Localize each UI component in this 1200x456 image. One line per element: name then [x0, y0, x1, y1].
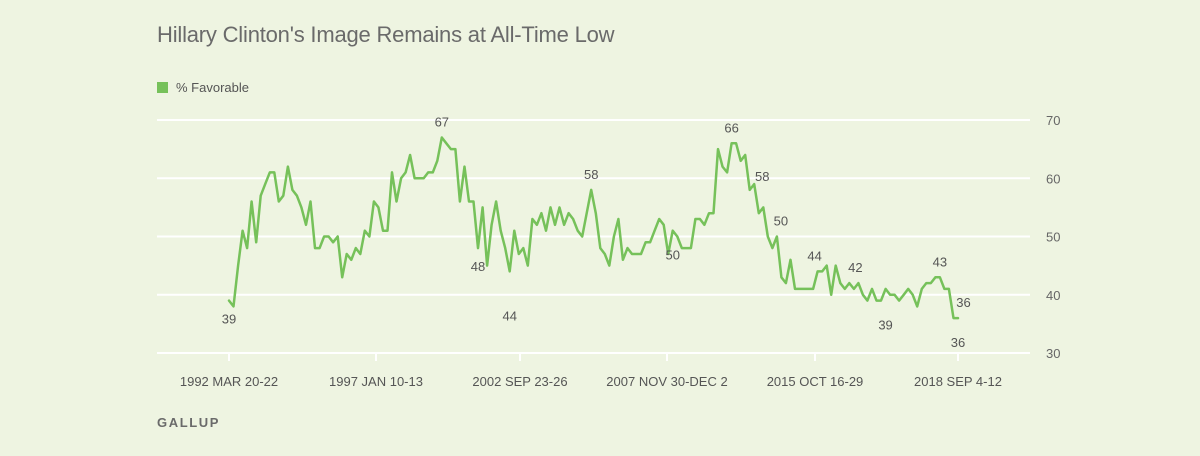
data-label: 42	[848, 260, 862, 275]
data-label: 50	[774, 214, 788, 229]
data-label: 50	[666, 248, 680, 263]
y-tick-label: 50	[1046, 230, 1060, 245]
x-tick-label: 2018 SEP 4-12	[914, 374, 1002, 389]
data-label: 36	[951, 335, 965, 350]
y-tick-label: 30	[1046, 346, 1060, 361]
data-label: 58	[584, 167, 598, 182]
data-label: 66	[724, 120, 738, 135]
series-lines	[227, 136, 960, 320]
data-label: 48	[471, 259, 485, 274]
source-logo: GALLUP	[157, 415, 221, 430]
data-label: 67	[435, 114, 449, 129]
chart-title: Hillary Clinton's Image Remains at All-T…	[157, 22, 615, 47]
data-label: 44	[807, 248, 821, 263]
data-label: 39	[878, 318, 892, 333]
y-tick-label: 60	[1046, 171, 1060, 186]
x-tick-label: 2015 OCT 16-29	[767, 374, 864, 389]
y-tick-label: 70	[1046, 113, 1060, 128]
y-axis-ticks: 30 40 50 60 70	[1046, 113, 1060, 361]
data-label: 39	[222, 312, 236, 327]
data-label: 43	[933, 254, 947, 269]
legend-swatch	[157, 82, 168, 93]
data-label: 58	[755, 169, 769, 184]
x-tick-label: 1992 MAR 20-22	[180, 374, 278, 389]
gridlines	[157, 119, 1030, 354]
series-line-favorable	[227, 136, 960, 320]
legend-label: % Favorable	[176, 80, 249, 95]
y-tick-label: 40	[1046, 288, 1060, 303]
data-labels: 39 67 48 44 58 50 66 58 50 44 42 39 43 36 36	[222, 114, 971, 350]
x-tick-label: 2002 SEP 23-26	[472, 374, 567, 389]
legend: % Favorable	[157, 80, 249, 95]
x-tick-label: 2007 NOV 30-DEC 2	[606, 374, 727, 389]
x-axis-ticks: 1992 MAR 20-22 1997 JAN 10-13 2002 SEP 23-…	[180, 353, 1002, 389]
data-label: 44	[502, 308, 516, 323]
data-label: 36	[956, 295, 970, 310]
x-tick-label: 1997 JAN 10-13	[329, 374, 423, 389]
